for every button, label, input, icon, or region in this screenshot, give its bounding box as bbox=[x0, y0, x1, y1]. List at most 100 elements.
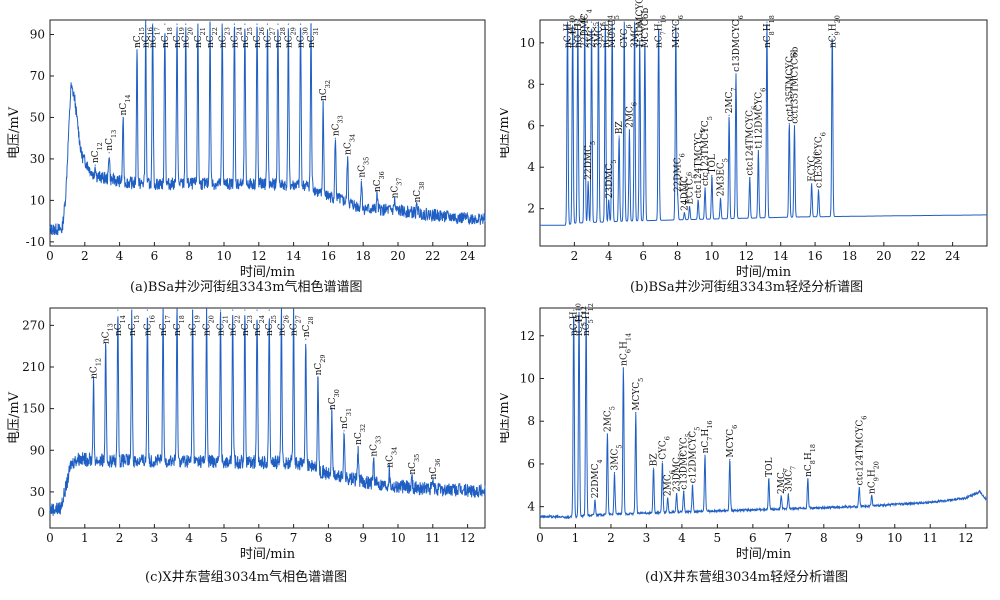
y-axis-title: 电压/mV bbox=[500, 106, 512, 159]
peak-point bbox=[711, 174, 713, 177]
y-tick-label: 270 bbox=[22, 318, 45, 332]
signal-trace bbox=[539, 311, 988, 520]
peak-label: nC33 bbox=[331, 115, 344, 136]
peak-point bbox=[152, 23, 154, 25]
peak-point bbox=[266, 23, 269, 25]
peak-label: nC35 bbox=[357, 157, 370, 178]
peak-point bbox=[343, 430, 345, 432]
peak-point bbox=[117, 309, 119, 311]
peak-point bbox=[94, 164, 96, 166]
y-tick-label: 4 bbox=[527, 160, 535, 174]
x-tick-label: 3 bbox=[151, 531, 159, 545]
peak-label: 23DMC5 bbox=[673, 453, 686, 492]
peak-point bbox=[299, 23, 302, 25]
peak-point bbox=[661, 461, 663, 463]
plot-frame bbox=[49, 307, 486, 529]
peak-label: 2MC6 bbox=[625, 102, 638, 128]
x-tick-label: 4 bbox=[116, 249, 124, 263]
peak-label: nC7H16 bbox=[701, 420, 714, 453]
peak-label: ctc124TMCYC6 bbox=[746, 106, 759, 176]
peak-point bbox=[676, 193, 679, 195]
x-tick-label: 10 bbox=[887, 531, 902, 545]
plot-frame bbox=[49, 19, 486, 247]
peak-point bbox=[122, 116, 124, 119]
x-tick-label: 7 bbox=[785, 531, 793, 545]
peak-point bbox=[197, 23, 199, 25]
peak-label: nC12 bbox=[91, 142, 104, 163]
peak-label: c12DMCYC5 bbox=[689, 427, 702, 484]
peak-point bbox=[244, 309, 246, 311]
x-tick-label: 14 bbox=[286, 249, 302, 263]
chart-b: 2 4 6 8 10 12 14 16 18 20 22 24246810时间/min电压/mVnC4… bbox=[497, 0, 988, 280]
chart-a: 0 2 4 6 8 10 12 14 16 18 20 22 24-101030507090时间/min… bbox=[7, 19, 486, 280]
peak-point bbox=[322, 102, 324, 104]
peak-label: MCYC5 bbox=[632, 378, 645, 411]
y-tick-label: 10 bbox=[520, 36, 535, 50]
peak-point bbox=[578, 309, 580, 311]
peak-label: 3MC6 bbox=[631, 22, 644, 48]
peak-point bbox=[209, 23, 211, 25]
peak-point bbox=[608, 199, 610, 201]
peak-label: nC4H10 bbox=[564, 15, 577, 48]
peak-label: nC13 bbox=[105, 130, 118, 151]
peak-point bbox=[92, 380, 95, 382]
peak-label: 3MC7 bbox=[784, 466, 797, 492]
peak-label: cct135TMCYC6b bbox=[790, 46, 800, 123]
x-tick-label: 0 bbox=[46, 249, 54, 263]
peak-point bbox=[622, 367, 624, 369]
peak-point bbox=[590, 21, 593, 23]
x-tick-label: 7 bbox=[290, 531, 298, 545]
peak-label: nC18 bbox=[173, 315, 186, 336]
x-tick-label: 6 bbox=[639, 249, 647, 263]
peak-label: 24DMC6 bbox=[680, 172, 693, 211]
plot-frame bbox=[539, 19, 988, 247]
y-tick-label: 2 bbox=[527, 202, 535, 216]
peak-label: nC14 bbox=[114, 315, 127, 336]
peak-label: TOL bbox=[765, 457, 775, 476]
peak-label: nC18 bbox=[161, 27, 174, 48]
peak-point bbox=[244, 23, 246, 25]
peak-label: nC15 bbox=[128, 315, 141, 336]
peak-label: nC24 bbox=[253, 315, 266, 336]
peak-label: MCYC5 bbox=[608, 15, 621, 48]
x-tick-label: 6 bbox=[151, 249, 159, 263]
peak-label: nC14 bbox=[119, 95, 132, 116]
peak-point bbox=[749, 176, 751, 179]
peak-point bbox=[164, 23, 166, 25]
peak-label: BZ bbox=[615, 121, 625, 134]
peak-point bbox=[357, 446, 359, 448]
peak-point bbox=[585, 309, 587, 311]
peak-point bbox=[105, 345, 107, 347]
x-tick-label: 22 bbox=[911, 249, 926, 263]
peak-point bbox=[331, 411, 333, 413]
x-tick-label: 12 bbox=[460, 531, 475, 545]
peak-label: nC23 bbox=[218, 27, 231, 48]
peak-label: 2M3EC5 bbox=[717, 158, 730, 196]
peak-label: ctc123TMCYC5 bbox=[701, 116, 714, 186]
peak-point bbox=[675, 493, 678, 495]
peak-point bbox=[652, 467, 655, 469]
peak-label: nC35 bbox=[408, 454, 421, 475]
signal-trace bbox=[49, 20, 486, 236]
peak-point bbox=[871, 495, 873, 497]
y-tick-label: 30 bbox=[30, 152, 45, 166]
peak-label: 2MC6 bbox=[664, 470, 677, 496]
peak-point bbox=[658, 21, 660, 23]
peak-label: ECYC6 bbox=[808, 152, 821, 182]
x-axis-title: 时间/min bbox=[240, 547, 296, 562]
y-axis-title: 电压/mV bbox=[500, 391, 512, 444]
signal-trace bbox=[540, 22, 987, 226]
x-tick-label: 16 bbox=[807, 249, 822, 263]
chart-caption: (c)X井东营组3034m气相色谱谱图 bbox=[145, 570, 348, 585]
peak-label: 2MC5 bbox=[603, 406, 616, 432]
peak-point bbox=[691, 484, 694, 486]
peak-point bbox=[831, 33, 833, 36]
peak-label: nC13 bbox=[102, 323, 115, 344]
peak-point bbox=[162, 309, 164, 311]
peak-point bbox=[644, 38, 646, 40]
peak-point bbox=[735, 73, 737, 75]
peak-label: BZ bbox=[650, 453, 660, 466]
x-tick-label: 5 bbox=[220, 531, 228, 545]
peak-point bbox=[373, 457, 375, 460]
peak-label: nC21 bbox=[194, 27, 207, 48]
